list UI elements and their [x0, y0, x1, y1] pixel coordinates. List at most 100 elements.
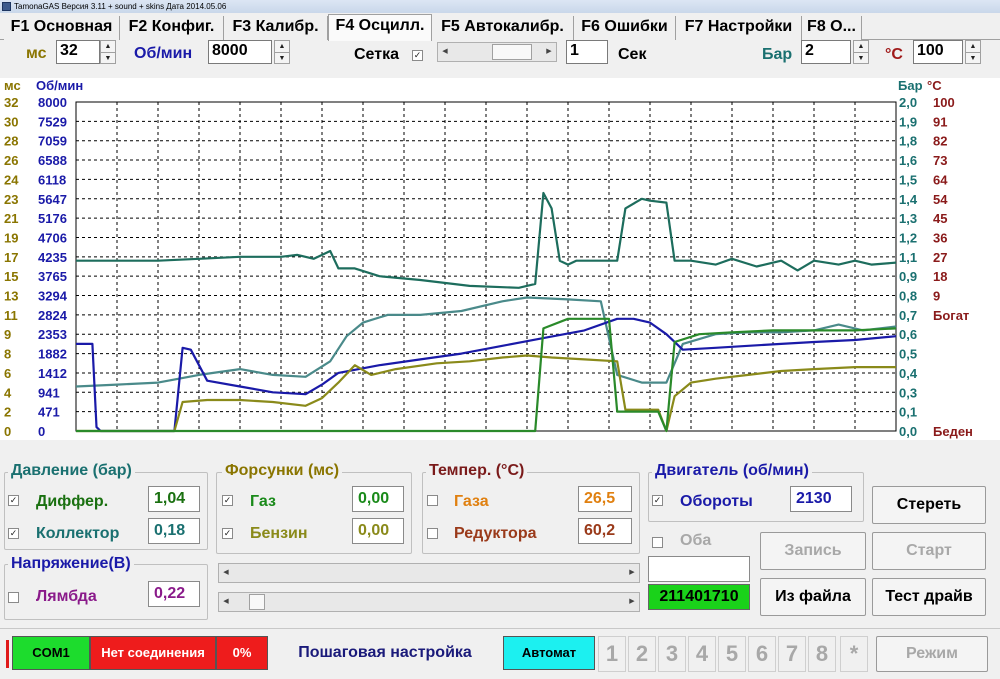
spin-down-icon[interactable]: ▼ — [966, 52, 980, 63]
clear-button[interactable]: Стереть — [872, 486, 986, 524]
ms-tick-label: 23 — [4, 192, 18, 207]
spin-down-icon[interactable]: ▼ — [854, 52, 868, 63]
status-bar — [0, 628, 1000, 679]
temp-tick-label: 82 — [933, 134, 947, 149]
temp-tick-label: 73 — [933, 153, 947, 168]
ms-tick-label: 17 — [4, 250, 18, 265]
spin-up-icon[interactable]: ▲ — [857, 43, 865, 50]
step-6-button[interactable]: 6 — [748, 636, 776, 672]
step-3-button[interactable]: 3 — [658, 636, 686, 672]
oscilloscope-chart: мс Об/мин Бар °С 32302826242321191715131… — [0, 78, 1000, 440]
step-all-button[interactable]: * — [840, 636, 868, 672]
tab-main[interactable]: F1 Основная — [4, 16, 120, 40]
rpm-tick-label: 8000 — [38, 95, 67, 110]
coll-checkbox[interactable]: ✓ — [8, 528, 19, 539]
diff-checkbox[interactable]: ✓ — [8, 495, 19, 506]
ms-spinner[interactable]: ▲ ▼ — [100, 40, 116, 64]
tab-settings[interactable]: F7 Настройки — [676, 16, 802, 40]
rpm-tick-label: 7059 — [38, 134, 67, 149]
ms-tick-label: 6 — [4, 366, 11, 381]
time-scrollbar[interactable]: ◀ ▶ — [437, 42, 557, 62]
bar-tick-label: 0,5 — [899, 347, 917, 362]
record-button[interactable]: Запись — [760, 532, 866, 570]
series-line-4 — [76, 354, 896, 433]
lambda-checkbox[interactable] — [8, 592, 19, 603]
voltage-title: Напряжение(В) — [8, 555, 134, 573]
rpm-tick-label: 4706 — [38, 230, 67, 245]
step-5-button[interactable]: 5 — [718, 636, 746, 672]
bar-tick-label: 0,8 — [899, 289, 917, 304]
spin-down-icon[interactable]: ▼ — [275, 52, 289, 63]
temp-axis-title: °С — [927, 78, 942, 93]
from-file-button[interactable]: Из файла — [760, 578, 866, 616]
spin-up-icon[interactable]: ▲ — [104, 43, 112, 50]
ms-tick-label: 15 — [4, 269, 18, 284]
temp-field[interactable]: 100 — [913, 40, 963, 64]
ms-tick-label: 0 — [4, 424, 11, 439]
mode-button[interactable]: Режим — [876, 636, 988, 672]
status-text-field — [648, 556, 750, 582]
ms-tick-label: 24 — [4, 172, 19, 187]
gas-inj-checkbox[interactable]: ✓ — [222, 495, 233, 506]
gas-temp-checkbox[interactable] — [427, 495, 438, 506]
scroll-left-icon[interactable]: ◀ — [223, 598, 229, 605]
rpm-tick-label: 1882 — [38, 347, 67, 362]
rpm-tick-label: 941 — [38, 385, 60, 400]
bar-tick-label: 1,3 — [899, 211, 917, 226]
scroll-left-icon[interactable]: ◀ — [223, 569, 229, 576]
rpm-spinner[interactable]: ▲ ▼ — [274, 40, 290, 64]
ms-label: мс — [26, 45, 47, 62]
temp-spinner[interactable]: ▲ ▼ — [965, 40, 981, 64]
spin-up-icon[interactable]: ▲ — [969, 43, 977, 50]
step-tuning-button[interactable]: Пошаговая настройка — [298, 644, 472, 661]
grid-checkbox[interactable]: ✓ — [412, 50, 423, 61]
tab-about[interactable]: F8 О... — [802, 16, 862, 40]
tab-config[interactable]: F2 Конфиг. — [120, 16, 224, 40]
scroll-right-icon[interactable]: ▶ — [629, 598, 635, 605]
step-4-button[interactable]: 4 — [688, 636, 716, 672]
reducer-temp-checkbox[interactable] — [427, 528, 438, 539]
both-checkbox[interactable] — [652, 537, 663, 548]
step-7-button[interactable]: 7 — [778, 636, 806, 672]
bar-tick-label: 0,1 — [899, 405, 917, 420]
tab-oscilloscope[interactable]: F4 Осцилл. — [328, 14, 432, 41]
spin-up-icon[interactable]: ▲ — [278, 43, 286, 50]
rpm-tick-label: 5176 — [38, 211, 67, 226]
test-drive-button[interactable]: Тест драйв — [872, 578, 986, 616]
tab-errors[interactable]: F6 Ошибки — [574, 16, 676, 40]
ms-tick-label: 11 — [4, 308, 18, 323]
rpm-tick-label: 6588 — [38, 153, 67, 168]
rpm-field[interactable]: 8000 — [208, 40, 272, 64]
temp-tick-label: 9 — [933, 289, 940, 304]
scroll-left-icon[interactable]: ◀ — [442, 48, 448, 55]
bar-tick-label: 1,1 — [899, 250, 917, 265]
series-line-1 — [76, 191, 897, 289]
scroll-right-icon[interactable]: ▶ — [629, 569, 635, 576]
gas-inj-value: 0,00 — [352, 486, 404, 512]
start-button[interactable]: Старт — [872, 532, 986, 570]
horizontal-scrollbar-2[interactable]: ◀ ▶ — [218, 592, 640, 612]
step-2-button[interactable]: 2 — [628, 636, 656, 672]
ms-field[interactable]: 32 — [56, 40, 100, 64]
rpm-tick-label: 7529 — [38, 114, 67, 129]
tab-autocalibration[interactable]: F5 Автокалибр. — [432, 16, 574, 40]
bar-tick-label: 1,2 — [899, 230, 917, 245]
bar-field[interactable]: 2 — [801, 40, 851, 64]
sec-field[interactable]: 1 — [566, 40, 608, 64]
connection-status: Нет соединения — [90, 636, 216, 670]
rpm-checkbox[interactable]: ✓ — [652, 495, 663, 506]
petrol-inj-checkbox[interactable]: ✓ — [222, 528, 233, 539]
diff-label: Диффер. — [36, 493, 109, 510]
auto-mode-badge[interactable]: Автомат — [503, 636, 595, 670]
bar-tick-label: 1,8 — [899, 134, 917, 149]
step-1-button[interactable]: 1 — [598, 636, 626, 672]
horizontal-scrollbar-1[interactable]: ◀ ▶ — [218, 563, 640, 583]
tab-calibration[interactable]: F3 Калибр. — [224, 16, 328, 40]
step-8-button[interactable]: 8 — [808, 636, 836, 672]
scroll-thumb[interactable] — [249, 594, 265, 610]
spin-down-icon[interactable]: ▼ — [101, 52, 115, 63]
scroll-thumb[interactable] — [492, 44, 532, 60]
reducer-temp-value: 60,2 — [578, 518, 632, 544]
bar-spinner[interactable]: ▲ ▼ — [853, 40, 869, 64]
scroll-right-icon[interactable]: ▶ — [546, 48, 552, 55]
